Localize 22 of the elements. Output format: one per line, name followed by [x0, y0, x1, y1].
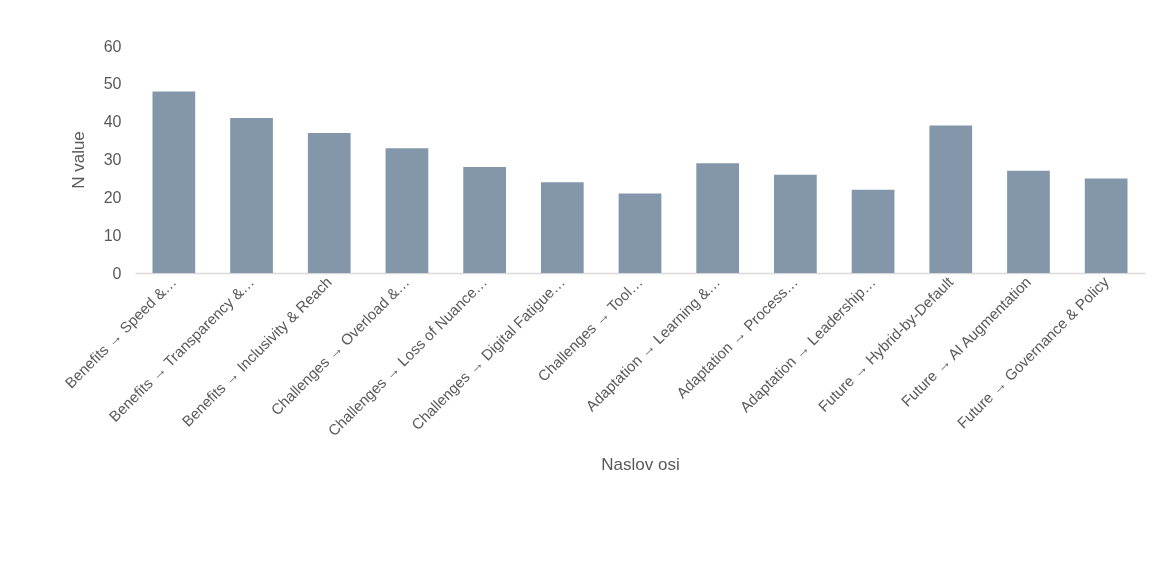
y-tick-label: 50	[103, 75, 122, 93]
bar	[540, 182, 584, 273]
bar	[1007, 170, 1050, 273]
bar	[385, 148, 429, 273]
y-tick-label: 10	[103, 226, 122, 244]
bar	[307, 133, 351, 273]
y-tick-label: 40	[103, 113, 122, 131]
bar	[463, 167, 506, 273]
bar	[774, 174, 817, 273]
bar	[851, 189, 895, 273]
bar	[696, 163, 740, 273]
x-axis-title: Naslov osi	[601, 455, 680, 475]
y-tick-label: 60	[103, 37, 122, 55]
y-axis-title: N value	[68, 131, 88, 189]
y-tick-label: 20	[103, 188, 122, 206]
bar	[230, 117, 273, 273]
bar	[618, 193, 662, 273]
bar	[152, 91, 196, 273]
bar	[929, 125, 973, 273]
bar	[1084, 178, 1128, 273]
y-tick-label: 0	[112, 264, 122, 282]
y-tick-label: 30	[103, 151, 122, 168]
